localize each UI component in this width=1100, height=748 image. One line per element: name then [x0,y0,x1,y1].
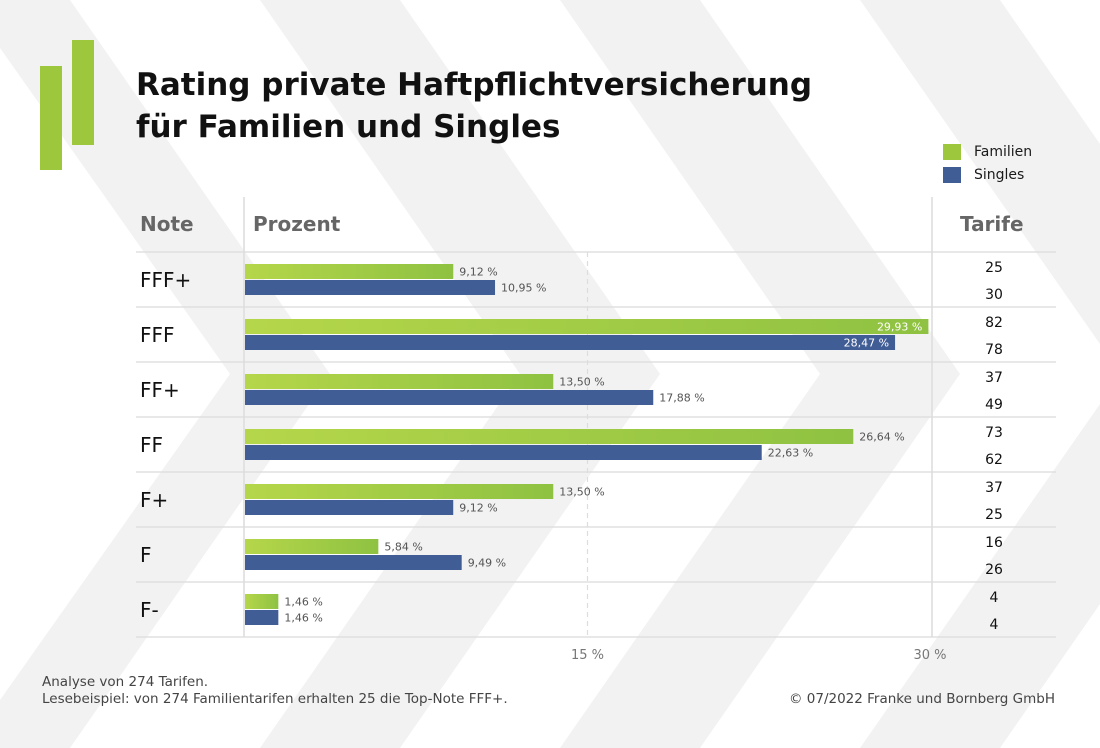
tariff-count-familien-FFF+: 25 [985,260,1003,276]
legend-label-familien: Familien [974,143,1033,160]
tariff-count-familien-F: 16 [985,535,1003,551]
footer-note-1: Analyse von 274 Tarifen. [42,674,209,690]
legend-swatch-singles [943,166,961,183]
bar-singles-FFF [245,335,896,350]
bar-singles-FF [245,445,762,460]
logo-bar-right [72,40,94,145]
title-line-2: für Familien und Singles [136,109,561,145]
value-label-familien-FF+: 13,50 % [559,376,604,389]
footer-note-2: Lesebeispiel: von 274 Familientarifen er… [42,691,508,707]
tariff-count-familien-F-: 4 [990,590,999,606]
value-label-singles-F: 9,49 % [468,557,506,570]
category-label-FF+: FF+ [140,378,180,402]
category-label-F-: F- [140,598,159,622]
tariff-count-singles-FFF: 78 [985,342,1003,358]
bar-familien-F- [245,594,279,609]
brand-logo [40,40,96,172]
legend-item-singles: Singles [943,163,1032,186]
title-line-1: Rating private Haftpflichtversicherung [136,67,813,103]
bar-singles-F- [245,610,279,625]
value-label-familien-F-: 1,46 % [284,596,322,609]
x-tick-label: 30 % [913,648,946,663]
legend-item-familien: Familien [943,140,1032,163]
bar-familien-FFF [245,319,929,334]
logo-bar-left [40,66,62,170]
tariff-count-singles-F: 26 [985,562,1003,578]
legend-swatch-familien [943,143,961,160]
x-tick-label: 15 % [571,648,604,663]
bar-familien-F [245,539,379,554]
category-label-FFF: FFF [140,323,175,347]
category-label-FFF+: FFF+ [140,268,191,292]
tariff-count-singles-FFF+: 30 [985,287,1003,303]
column-header-tariffs: Tarife [960,212,1024,236]
legend: Familien Singles [943,140,1032,186]
value-label-singles-F+: 9,12 % [459,502,497,515]
column-header-percent: Prozent [253,212,341,236]
tariff-count-singles-F+: 25 [985,507,1003,523]
value-label-familien-FFF: 29,93 % [877,321,922,334]
value-label-familien-F: 5,84 % [384,541,422,554]
bar-familien-FF [245,429,854,444]
tariff-count-singles-FF+: 49 [985,397,1003,413]
value-label-singles-FF+: 17,88 % [659,392,704,405]
tariff-count-familien-FFF: 82 [985,315,1003,331]
chart-title: Rating private Haftpflichtversicherung f… [136,64,812,148]
category-label-FF: FF [140,433,163,457]
value-label-singles-FFF+: 10,95 % [501,282,546,295]
tariff-count-familien-F+: 37 [985,480,1003,496]
value-label-singles-FFF: 28,47 % [844,337,889,350]
category-label-F: F [140,543,152,567]
bar-singles-FFF+ [245,280,496,295]
tariff-count-singles-FF: 62 [985,452,1003,468]
bar-singles-F [245,555,462,570]
bar-singles-F+ [245,500,454,515]
value-label-singles-FF: 22,63 % [768,447,813,460]
value-label-familien-F+: 13,50 % [559,486,604,499]
tariff-count-familien-FF+: 37 [985,370,1003,386]
value-label-familien-FF: 26,64 % [859,431,904,444]
column-header-note: Note [140,212,194,236]
bar-familien-FF+ [245,374,554,389]
tariff-count-familien-FF: 73 [985,425,1003,441]
bar-familien-FFF+ [245,264,454,279]
bar-singles-FF+ [245,390,654,405]
category-label-F+: F+ [140,488,168,512]
value-label-singles-F-: 1,46 % [284,612,322,625]
value-label-familien-FFF+: 9,12 % [459,266,497,279]
tariff-count-singles-F-: 4 [990,617,999,633]
bar-familien-F+ [245,484,554,499]
footer-copyright: © 07/2022 Franke und Bornberg GmbH [788,691,1055,707]
legend-label-singles: Singles [974,166,1025,183]
